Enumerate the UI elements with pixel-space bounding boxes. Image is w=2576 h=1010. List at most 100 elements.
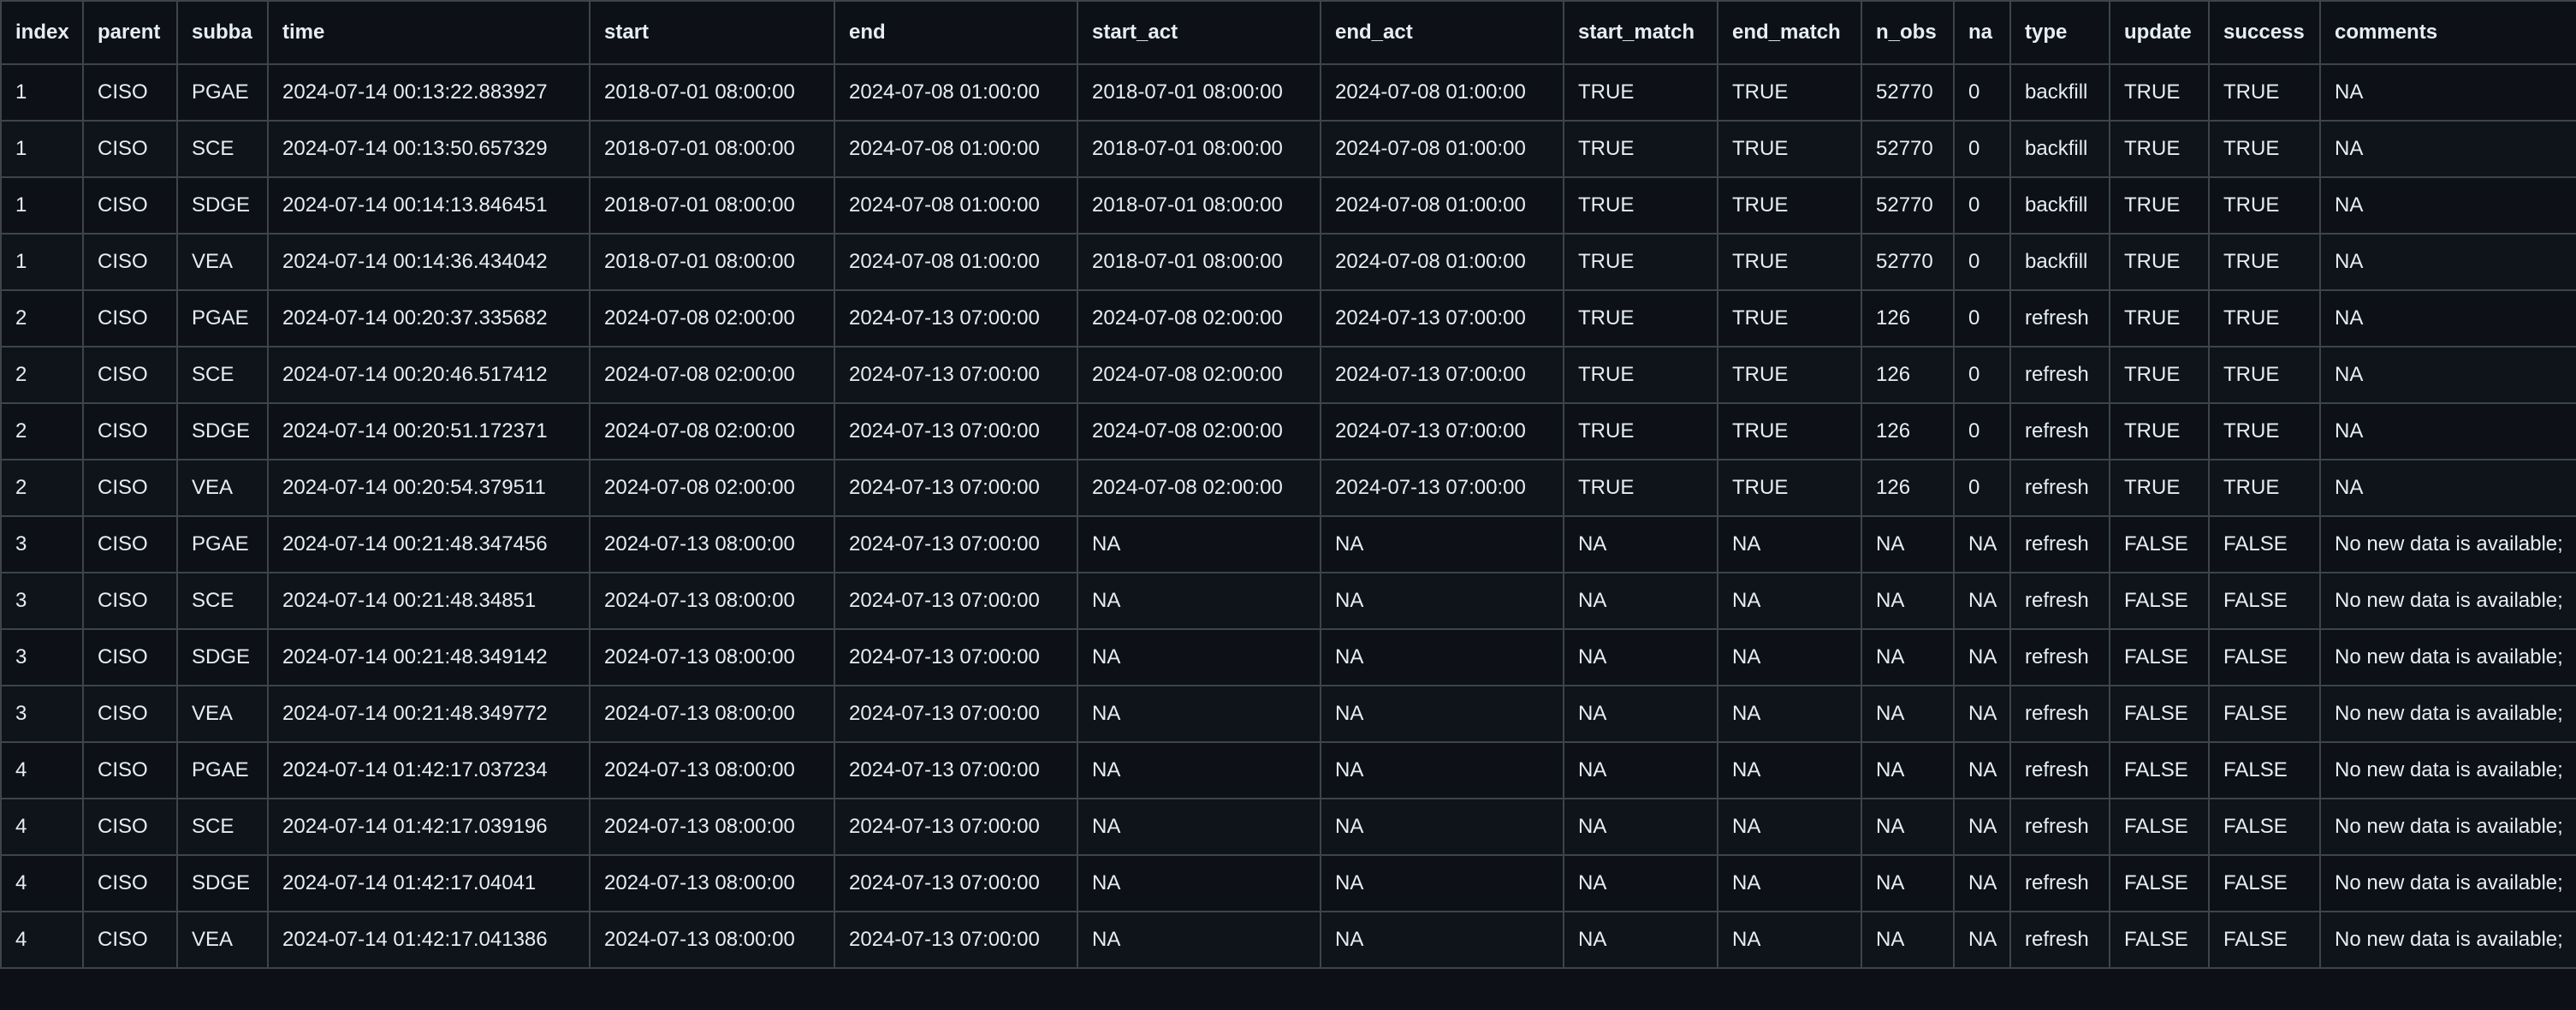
cell-parent: CISO: [82, 120, 178, 178]
table-row[interactable]: 3 CISO SDGE 2024-07-14 00:21:48.349142 2024-…: [0, 628, 2576, 686]
cell-n-obs: NA: [1861, 854, 1955, 912]
cell-index: 1: [0, 176, 84, 235]
cell-end-match: TRUE: [1717, 120, 1862, 178]
table-row[interactable]: 2 CISO VEA 2024-07-14 00:20:54.379511 2024-0…: [0, 459, 2576, 517]
cell-type: backfill: [2009, 233, 2110, 291]
cell-index: 1: [0, 120, 84, 178]
table-row[interactable]: 3 CISO VEA 2024-07-14 00:21:48.349772 2024-0…: [0, 685, 2576, 743]
column-header-end[interactable]: end: [834, 0, 1078, 65]
cell-parent: CISO: [82, 176, 178, 235]
cell-parent: CISO: [82, 685, 178, 743]
table-row[interactable]: 2 CISO SCE 2024-07-14 00:20:46.517412 2024-0…: [0, 346, 2576, 404]
cell-type: backfill: [2009, 120, 2110, 178]
cell-end-act: NA: [1320, 854, 1564, 912]
column-header-update[interactable]: update: [2109, 0, 2210, 65]
cell-time: 2024-07-14 00:20:37.335682: [267, 289, 591, 348]
cell-end-act: NA: [1320, 572, 1564, 630]
cell-end-act: 2024-07-08 01:00:00: [1320, 176, 1564, 235]
column-header-na[interactable]: na: [1953, 0, 2011, 65]
table-row[interactable]: 2 CISO SDGE 2024-07-14 00:20:51.172371 2024-…: [0, 402, 2576, 460]
column-header-subba[interactable]: subba: [176, 0, 269, 65]
cell-start: 2024-07-08 02:00:00: [589, 289, 835, 348]
table-row[interactable]: 2 CISO PGAE 2024-07-14 00:20:37.335682 2024-…: [0, 289, 2576, 348]
cell-subba: SCE: [176, 798, 269, 856]
cell-start: 2024-07-13 08:00:00: [589, 515, 835, 573]
column-header-index[interactable]: index: [0, 0, 84, 65]
table-row[interactable]: 3 CISO PGAE 2024-07-14 00:21:48.347456 2024-…: [0, 515, 2576, 573]
table-row[interactable]: 1 CISO SDGE 2024-07-14 00:14:13.846451 2018-…: [0, 176, 2576, 235]
cell-start-match: TRUE: [1563, 233, 1718, 291]
cell-comments: NA: [2319, 289, 2576, 348]
cell-end: 2024-07-13 07:00:00: [834, 741, 1078, 799]
cell-index: 2: [0, 289, 84, 348]
cell-end-act: 2024-07-08 01:00:00: [1320, 120, 1564, 178]
cell-subba: SCE: [176, 346, 269, 404]
table-row[interactable]: 3 CISO SCE 2024-07-14 00:21:48.34851 2024-07…: [0, 572, 2576, 630]
column-header-type[interactable]: type: [2009, 0, 2110, 65]
cell-success: FALSE: [2208, 628, 2321, 686]
cell-success: TRUE: [2208, 459, 2321, 517]
cell-time: 2024-07-14 00:21:48.349142: [267, 628, 591, 686]
cell-subba: VEA: [176, 459, 269, 517]
column-header-comments[interactable]: comments: [2319, 0, 2576, 65]
cell-n-obs: 52770: [1861, 120, 1955, 178]
column-header-end-act[interactable]: end_act: [1320, 0, 1564, 65]
cell-type: backfill: [2009, 176, 2110, 235]
cell-end: 2024-07-08 01:00:00: [834, 176, 1078, 235]
cell-na: NA: [1953, 741, 2011, 799]
column-header-n-obs[interactable]: n_obs: [1861, 0, 1955, 65]
cell-end: 2024-07-13 07:00:00: [834, 346, 1078, 404]
cell-start: 2018-07-01 08:00:00: [589, 233, 835, 291]
cell-index: 4: [0, 741, 84, 799]
cell-n-obs: NA: [1861, 798, 1955, 856]
table-row[interactable]: 4 CISO PGAE 2024-07-14 01:42:17.037234 2024-…: [0, 741, 2576, 799]
cell-n-obs: NA: [1861, 515, 1955, 573]
cell-time: 2024-07-14 00:13:50.657329: [267, 120, 591, 178]
table-row[interactable]: 4 CISO SDGE 2024-07-14 01:42:17.04041 2024-0…: [0, 854, 2576, 912]
cell-end: 2024-07-13 07:00:00: [834, 685, 1078, 743]
cell-na: NA: [1953, 515, 2011, 573]
table-row[interactable]: 1 CISO PGAE 2024-07-14 00:13:22.883927 2018-…: [0, 63, 2576, 122]
column-header-start-match[interactable]: start_match: [1563, 0, 1718, 65]
cell-start-act: NA: [1077, 628, 1321, 686]
table-row[interactable]: 4 CISO SCE 2024-07-14 01:42:17.039196 2024-0…: [0, 798, 2576, 856]
cell-subba: PGAE: [176, 515, 269, 573]
cell-index: 1: [0, 233, 84, 291]
column-header-success[interactable]: success: [2208, 0, 2321, 65]
column-header-start[interactable]: start: [589, 0, 835, 65]
column-header-time[interactable]: time: [267, 0, 591, 65]
cell-update: TRUE: [2109, 346, 2210, 404]
cell-start-act: 2018-07-01 08:00:00: [1077, 176, 1321, 235]
cell-comments: No new data is available;: [2319, 572, 2576, 630]
table-row[interactable]: 1 CISO SCE 2024-07-14 00:13:50.657329 2018-0…: [0, 120, 2576, 178]
cell-start: 2018-07-01 08:00:00: [589, 120, 835, 178]
cell-end-match: NA: [1717, 911, 1862, 969]
cell-comments: NA: [2319, 120, 2576, 178]
cell-n-obs: NA: [1861, 572, 1955, 630]
cell-type: refresh: [2009, 741, 2110, 799]
cell-type: refresh: [2009, 685, 2110, 743]
cell-index: 4: [0, 911, 84, 969]
cell-end-act: 2024-07-13 07:00:00: [1320, 346, 1564, 404]
cell-comments: No new data is available;: [2319, 854, 2576, 912]
cell-parent: CISO: [82, 798, 178, 856]
table-row[interactable]: 1 CISO VEA 2024-07-14 00:14:36.434042 2018-0…: [0, 233, 2576, 291]
cell-update: FALSE: [2109, 741, 2210, 799]
cell-n-obs: 52770: [1861, 176, 1955, 235]
cell-start-match: TRUE: [1563, 402, 1718, 460]
cell-success: FALSE: [2208, 741, 2321, 799]
cell-end-act: 2024-07-13 07:00:00: [1320, 459, 1564, 517]
column-header-end-match[interactable]: end_match: [1717, 0, 1862, 65]
cell-update: FALSE: [2109, 515, 2210, 573]
cell-update: FALSE: [2109, 572, 2210, 630]
cell-na: NA: [1953, 685, 2011, 743]
table-row[interactable]: 4 CISO VEA 2024-07-14 01:42:17.041386 2024-0…: [0, 911, 2576, 969]
cell-n-obs: NA: [1861, 685, 1955, 743]
column-header-start-act[interactable]: start_act: [1077, 0, 1321, 65]
cell-success: TRUE: [2208, 402, 2321, 460]
column-header-parent[interactable]: parent: [82, 0, 178, 65]
cell-start-match: NA: [1563, 854, 1718, 912]
cell-start-match: NA: [1563, 515, 1718, 573]
cell-update: FALSE: [2109, 628, 2210, 686]
